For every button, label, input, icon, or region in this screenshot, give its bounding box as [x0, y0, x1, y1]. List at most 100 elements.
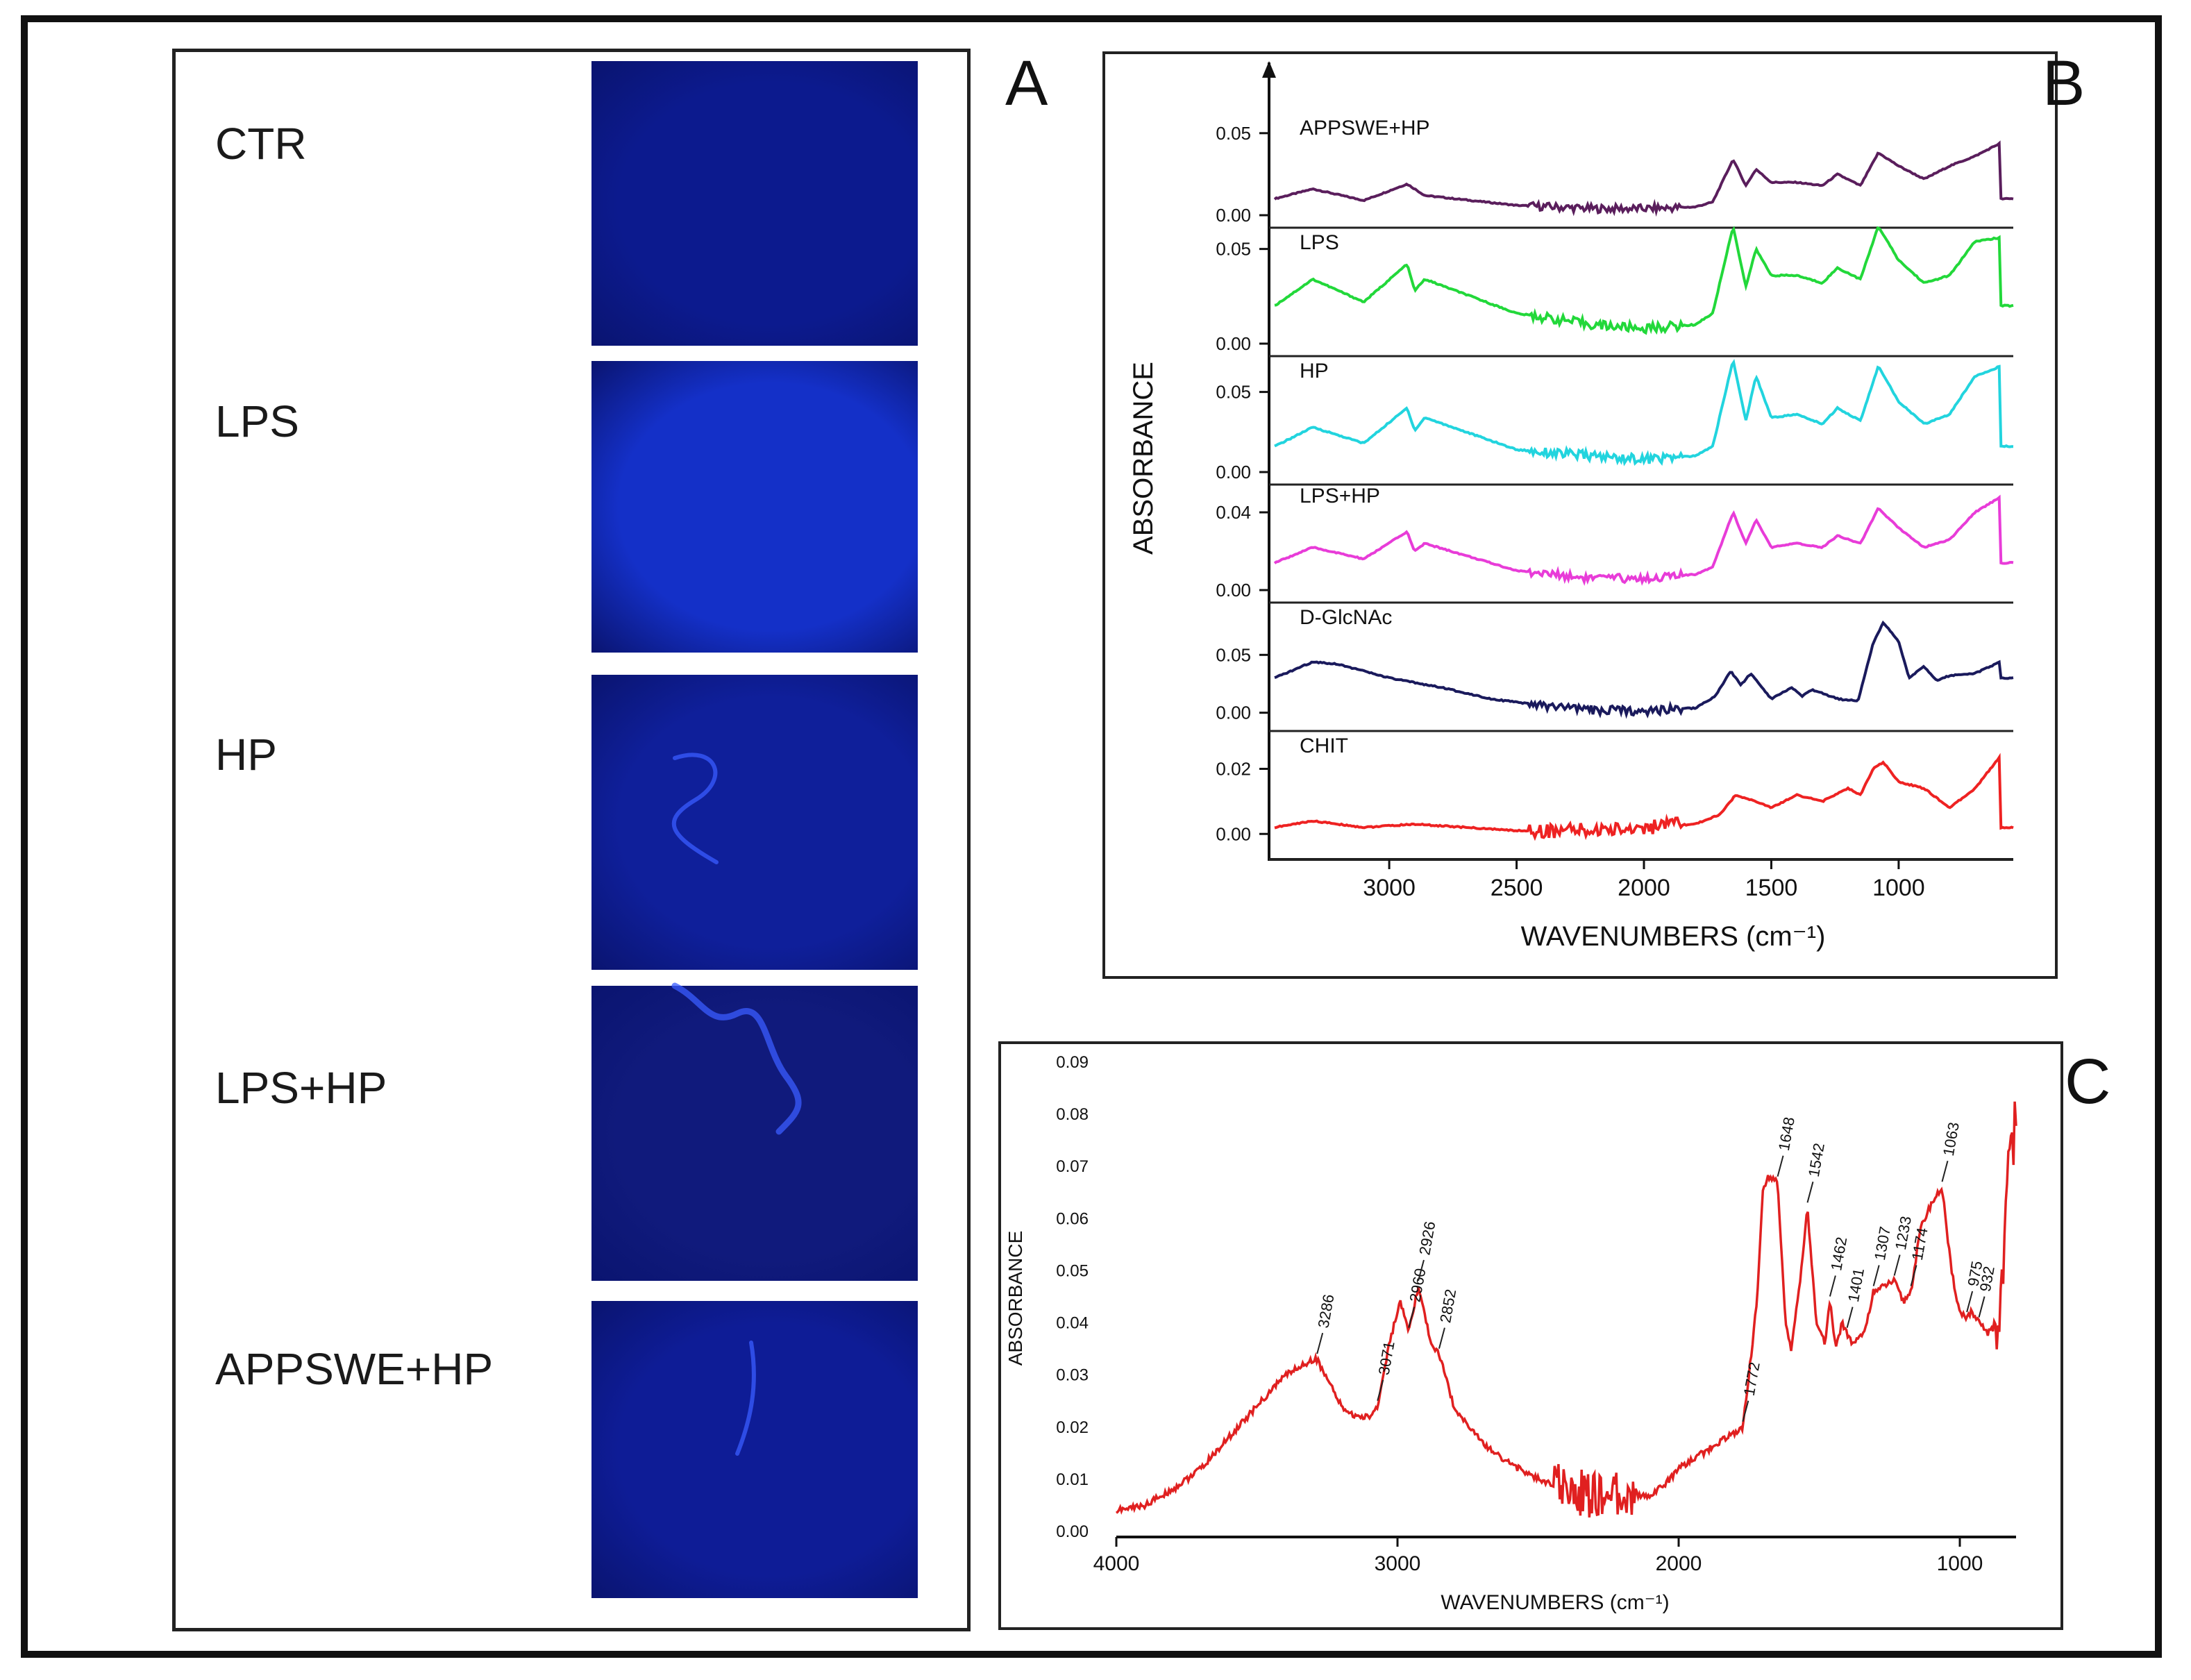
- y-tick-label: 0.00: [1216, 823, 1251, 844]
- peak-label: 3071: [1375, 1340, 1398, 1377]
- fluorescence-streak: [735, 1341, 756, 1456]
- peak-label: 2926: [1416, 1220, 1438, 1257]
- y-tick-label: 0.07: [1056, 1157, 1089, 1176]
- peak-leader-line: [1893, 1254, 1901, 1276]
- y-tick-label: 0.05: [1216, 239, 1251, 260]
- y-tick-label: 0.05: [1216, 123, 1251, 144]
- condition-label-lps: LPS: [215, 396, 299, 446]
- peak-leader-line: [1846, 1307, 1854, 1328]
- x-tick-label: 2000: [1618, 875, 1670, 901]
- x-tick-label: 1500: [1745, 875, 1798, 901]
- series-label-dglcnac: D-GlcNAc: [1300, 606, 1392, 629]
- x-axis-title: WAVENUMBERS (cm⁻¹): [1441, 1591, 1669, 1614]
- x-axis-title: WAVENUMBERS (cm⁻¹): [1521, 921, 1826, 952]
- x-tick-label: 3000: [1363, 875, 1416, 901]
- panel-c-frame: [998, 1041, 2063, 1630]
- peak-label: 1772: [1740, 1361, 1763, 1397]
- condition-label-hp: HP: [215, 730, 277, 780]
- y-tick-label: 0.01: [1056, 1470, 1089, 1489]
- peak-label: 1401: [1845, 1267, 1867, 1304]
- y-tick-label: 0.02: [1216, 759, 1251, 780]
- y-tick-label: 0.00: [1216, 580, 1251, 600]
- fluorescence-signal: [671, 753, 719, 864]
- y-tick-label: 0.06: [1056, 1209, 1089, 1228]
- peak-label: 1307: [1871, 1225, 1894, 1262]
- peak-leader-line: [1438, 1327, 1445, 1349]
- peak-leader-line: [1742, 1400, 1749, 1422]
- series-line-hp: [1274, 359, 2014, 467]
- fluorescence-signal: [735, 1341, 756, 1456]
- y-tick-label: 0.09: [1056, 1053, 1089, 1072]
- fluorescence-streak: [671, 753, 719, 864]
- peak-leader-line: [1910, 1265, 1917, 1286]
- series-label-hp: HP: [1300, 360, 1329, 383]
- y-tick-label: 0.00: [1216, 462, 1251, 482]
- peak-leader-line: [1418, 1259, 1425, 1282]
- condition-label-appswe-plus-hp: APPSWE+HP: [215, 1344, 494, 1394]
- fluorescence-streak: [671, 982, 802, 1135]
- series-line-lps: [1274, 226, 2014, 335]
- y-tick-label: 0.04: [1216, 502, 1251, 523]
- condition-label-lps-plus-hp: LPS+HP: [215, 1063, 387, 1113]
- peak-label: 2960: [1407, 1267, 1429, 1304]
- peak-leader-line: [1872, 1265, 1880, 1286]
- y-tick-label: 0.04: [1056, 1314, 1089, 1333]
- fluorescence-micrograph-hp: [591, 675, 918, 970]
- x-tick-label: 1000: [1872, 875, 1925, 901]
- fluorescence-micrograph-lps: [591, 361, 918, 653]
- x-tick-label: 3000: [1375, 1552, 1421, 1575]
- peak-leader-line: [1316, 1332, 1324, 1354]
- fluorescence-signal: [671, 982, 802, 1135]
- x-tick-label: 4000: [1093, 1552, 1140, 1575]
- y-tick-label: 0.00: [1216, 333, 1251, 354]
- series-line-dglcnac: [1274, 620, 2014, 719]
- series-label-chit: CHIT: [1300, 734, 1348, 757]
- peak-leader-line: [1829, 1275, 1836, 1297]
- peak-leader-line: [1966, 1291, 1974, 1313]
- x-tick-label: 2500: [1491, 875, 1543, 901]
- condition-label-ctr: CTR: [215, 119, 307, 169]
- series-line-appswehp: [1273, 140, 2014, 217]
- series-line-chit: [1274, 753, 2014, 841]
- y-tick-label: 0.00: [1216, 703, 1251, 723]
- peak-label: 1648: [1775, 1116, 1798, 1152]
- series-label-lps: LPS: [1300, 231, 1339, 254]
- peak-label: 1542: [1805, 1142, 1828, 1179]
- peak-label: 1462: [1827, 1236, 1850, 1272]
- peak-leader-line: [1941, 1161, 1949, 1182]
- fluorescence-micrograph-ctr: [591, 61, 918, 346]
- series-line-lpshp: [1273, 494, 2014, 587]
- y-axis-title: ABSORBANCE: [1005, 1231, 1026, 1366]
- y-tick-label: 0.05: [1216, 644, 1251, 665]
- x-tick-label: 2000: [1656, 1552, 1702, 1575]
- peak-leader-line: [1377, 1379, 1384, 1401]
- y-axis-title: ABSORBANCE: [1128, 362, 1159, 555]
- fluorescence-micrograph-lps-hp: [591, 986, 918, 1281]
- peak-leader-line: [1777, 1155, 1784, 1177]
- fluorescence-micrograph-appswe-hp: [591, 1301, 918, 1598]
- y-tick-label: 0.08: [1056, 1105, 1089, 1124]
- y-tick-label: 0.05: [1056, 1261, 1089, 1280]
- figure-frame: [21, 15, 2162, 1658]
- x-tick-label: 1000: [1937, 1552, 1983, 1575]
- panel-b-letter: B: [2042, 48, 2085, 119]
- y-tick-label: 0.03: [1056, 1366, 1089, 1385]
- peak-leader-line: [1978, 1296, 1986, 1318]
- peak-leader-line: [1408, 1307, 1416, 1328]
- peak-label: 1063: [1940, 1121, 1963, 1158]
- series-label-lpshp: LPS+HP: [1300, 485, 1380, 507]
- peak-label: 932: [1976, 1265, 1998, 1293]
- y-tick-label: 0.00: [1216, 205, 1251, 226]
- spectrum-line: [1115, 1101, 2017, 1518]
- y-tick-label: 0.00: [1056, 1522, 1089, 1541]
- panel-a-letter: A: [1005, 48, 1048, 119]
- series-label-appswehp: APPSWE+HP: [1300, 117, 1430, 140]
- y-tick-label: 0.05: [1216, 382, 1251, 403]
- y-axis-arrow: [1262, 61, 1276, 78]
- peak-label: 2852: [1436, 1288, 1459, 1325]
- y-tick-label: 0.02: [1056, 1418, 1089, 1437]
- peak-label: 3286: [1314, 1293, 1337, 1329]
- peak-leader-line: [1806, 1182, 1814, 1203]
- panel-c-letter: C: [2065, 1046, 2111, 1117]
